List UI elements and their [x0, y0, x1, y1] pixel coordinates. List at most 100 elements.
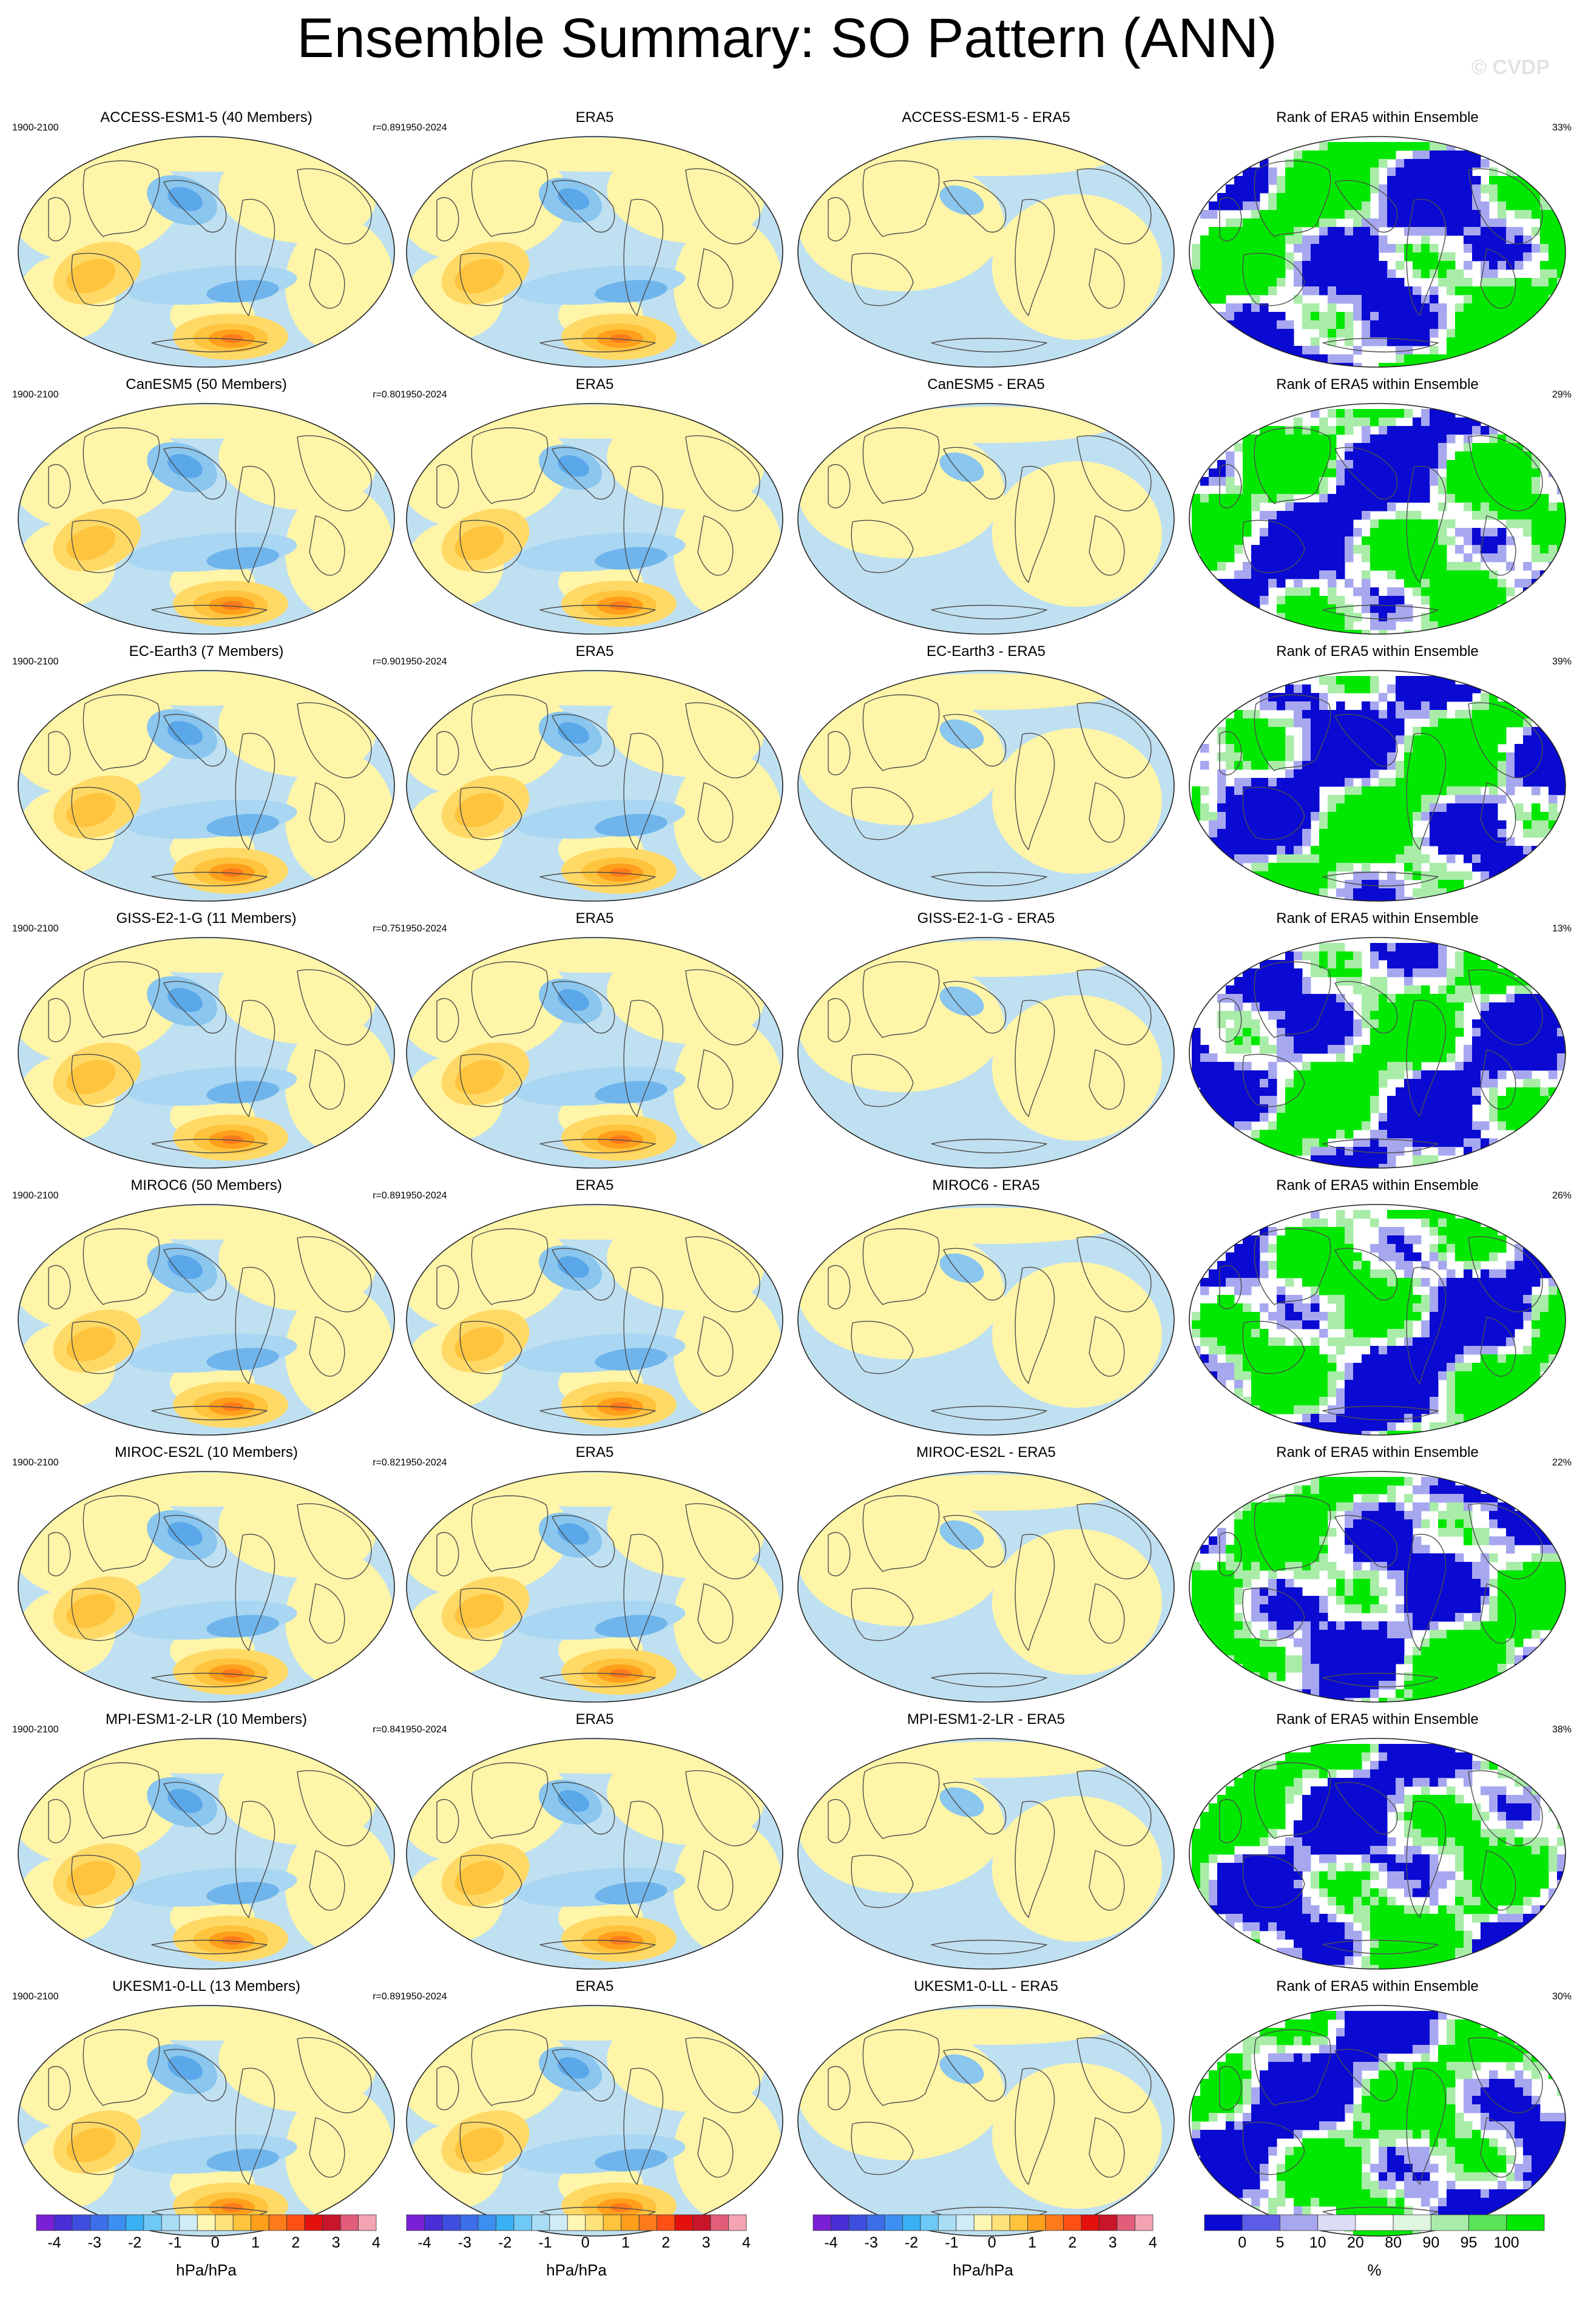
- colorbar-swatch: [286, 2214, 305, 2231]
- colorbar-swatch: [674, 2214, 693, 2231]
- pattern-correlation: r=0.89: [373, 1991, 400, 2002]
- era5-panel-title: ERA5: [575, 1711, 614, 1728]
- colorbar-swatch: [848, 2214, 867, 2231]
- rank-panel-title: Rank of ERA5 within Ensemble: [1276, 1978, 1479, 1995]
- colorbar-tick-label: -3: [88, 2234, 101, 2251]
- colorbar-tick-label: 1: [621, 2234, 630, 2251]
- model-panel-title: MIROC-ES2L (10 Members): [115, 1444, 298, 1461]
- colorbar-tick-label: 0: [988, 2234, 996, 2251]
- model-panel: GISS-E2-1-G (11 Members) 1900-2100 r=0.75: [12, 910, 400, 1177]
- cvdp-watermark: © CVDP: [1471, 56, 1550, 79]
- pattern-correlation: r=0.89: [373, 123, 400, 133]
- colorbar-tick-label: 5: [1275, 2234, 1284, 2251]
- pattern-colorbar: -4 -3 -2 -1 0 1 2 3 4 hPa/hPa: [30, 2209, 382, 2282]
- rank-percentage: 26%: [1552, 1191, 1572, 1201]
- rank-panel-title: Rank of ERA5 within Ensemble: [1276, 1444, 1479, 1461]
- rank-panel: Rank of ERA5 within Ensemble 13%: [1183, 910, 1572, 1177]
- colorbar-swatch: [1204, 2214, 1243, 2231]
- difference-panel-title: GISS-E2-1-G - ERA5: [917, 910, 1055, 927]
- colorbar-swatch: [1468, 2214, 1507, 2231]
- colorbar-swatch: [1393, 2214, 1431, 2231]
- rank-panel-title: Rank of ERA5 within Ensemble: [1276, 910, 1479, 927]
- rank-map: [1189, 1738, 1566, 1970]
- colorbar-tick-label: -2: [498, 2234, 512, 2251]
- era5-period-label: 1950-2024: [400, 1458, 447, 1468]
- colorbar-swatch: [1009, 2214, 1029, 2231]
- rank-map: [1189, 403, 1566, 635]
- colorbar-tick-label: -1: [538, 2234, 552, 2251]
- colorbar-tick-label: -2: [905, 2234, 918, 2251]
- colorbar-swatch: [812, 2214, 831, 2231]
- difference-map: [797, 403, 1175, 635]
- colorbar-tick-label: 3: [702, 2234, 711, 2251]
- era5-period-label: 1950-2024: [400, 123, 447, 133]
- colorbar-tick-label: 4: [1149, 2234, 1157, 2251]
- model-period-label: 1900-2100: [12, 1991, 59, 2002]
- difference-map: [797, 937, 1175, 1169]
- colorbar-swatch: [90, 2214, 109, 2231]
- era5-map: [406, 403, 783, 635]
- era5-period-label: 1950-2024: [400, 1724, 447, 1735]
- colorbar-swatch: [513, 2214, 532, 2231]
- era5-panel: ERA5 1950-2024: [400, 1177, 789, 1444]
- era5-period-label: 1950-2024: [400, 1991, 447, 2002]
- rank-colorbar-unit: %: [1367, 2261, 1382, 2279]
- rank-panel: Rank of ERA5 within Ensemble 30%: [1183, 1978, 1572, 2245]
- era5-panel-title: ERA5: [575, 910, 614, 927]
- colorbar-tick-label: 1: [251, 2234, 260, 2251]
- colorbar-tick-label: -4: [47, 2234, 61, 2251]
- rank-percentage: 30%: [1552, 1991, 1572, 2002]
- era5-panel-title: ERA5: [575, 376, 614, 393]
- model-map: [18, 937, 395, 1169]
- colorbar-swatch: [866, 2214, 885, 2231]
- rank-percentage: 22%: [1552, 1458, 1572, 1468]
- colorbar-swatch: [36, 2214, 55, 2231]
- difference-map: [797, 2005, 1175, 2237]
- colorbar-swatch: [585, 2214, 604, 2231]
- difference-panel: MPI-ESM1-2-LR - ERA5: [792, 1711, 1180, 1978]
- colorbar-swatch: [251, 2214, 269, 2231]
- colorbar-tick-label: 3: [1109, 2234, 1117, 2251]
- difference-map: [797, 670, 1175, 902]
- era5-colorbar-unit: hPa/hPa: [546, 2261, 607, 2279]
- rank-panel: Rank of ERA5 within Ensemble 22%: [1183, 1444, 1572, 1711]
- model-panel-title: ACCESS-ESM1-5 (40 Members): [100, 109, 312, 126]
- era5-panel-title: ERA5: [575, 643, 614, 660]
- rank-map: [1189, 2005, 1566, 2237]
- era5-map: [406, 670, 783, 902]
- era5-panel: ERA5 1950-2024: [400, 910, 789, 1177]
- colorbar-swatch: [1430, 2214, 1469, 2231]
- colorbar-tick-label: -3: [458, 2234, 471, 2251]
- model-period-label: 1900-2100: [12, 1191, 59, 1201]
- difference-panel-title: EC-Earth3 - ERA5: [926, 643, 1046, 660]
- pattern-correlation: r=0.75: [373, 924, 400, 934]
- colorbar-tick-label: -1: [945, 2234, 958, 2251]
- difference-panel: GISS-E2-1-G - ERA5: [792, 910, 1180, 1177]
- difference-colorbar-unit: hPa/hPa: [953, 2261, 1013, 2279]
- colorbar-swatch: [72, 2214, 90, 2231]
- model-panel: UKESM1-0-LL (13 Members) 1900-2100 r=0.89: [12, 1978, 400, 2245]
- rank-panel-title: Rank of ERA5 within Ensemble: [1276, 1177, 1479, 1194]
- colorbar-swatch: [125, 2214, 144, 2231]
- difference-map: [797, 1204, 1175, 1436]
- model-period-label: 1900-2100: [12, 1724, 59, 1735]
- colorbar-tick-label: 0: [211, 2234, 220, 2251]
- difference-panel-title: CanESM5 - ERA5: [927, 376, 1045, 393]
- colorbar-swatch: [937, 2214, 957, 2231]
- colorbar-tick-label: -4: [824, 2234, 837, 2251]
- difference-map: [797, 1738, 1175, 1970]
- era5-panel: ERA5 1950-2024: [400, 643, 789, 910]
- colorbar-swatch: [442, 2214, 461, 2231]
- model-panel-title: UKESM1-0-LL (13 Members): [112, 1978, 300, 1995]
- era5-panel: ERA5 1950-2024: [400, 376, 789, 643]
- colorbar-tick-label: 2: [661, 2234, 670, 2251]
- rank-map: [1189, 1204, 1566, 1436]
- colorbar-swatch: [197, 2214, 216, 2231]
- rank-panel: Rank of ERA5 within Ensemble 29%: [1183, 376, 1572, 643]
- era5-period-label: 1950-2024: [400, 924, 447, 934]
- model-panel-title: GISS-E2-1-G (11 Members): [116, 910, 297, 927]
- rank-percentage: 38%: [1552, 1724, 1572, 1735]
- difference-panel: ACCESS-ESM1-5 - ERA5: [792, 109, 1180, 376]
- colorbar-swatch: [1063, 2214, 1082, 2231]
- model-panel-title: CanESM5 (50 Members): [126, 376, 287, 393]
